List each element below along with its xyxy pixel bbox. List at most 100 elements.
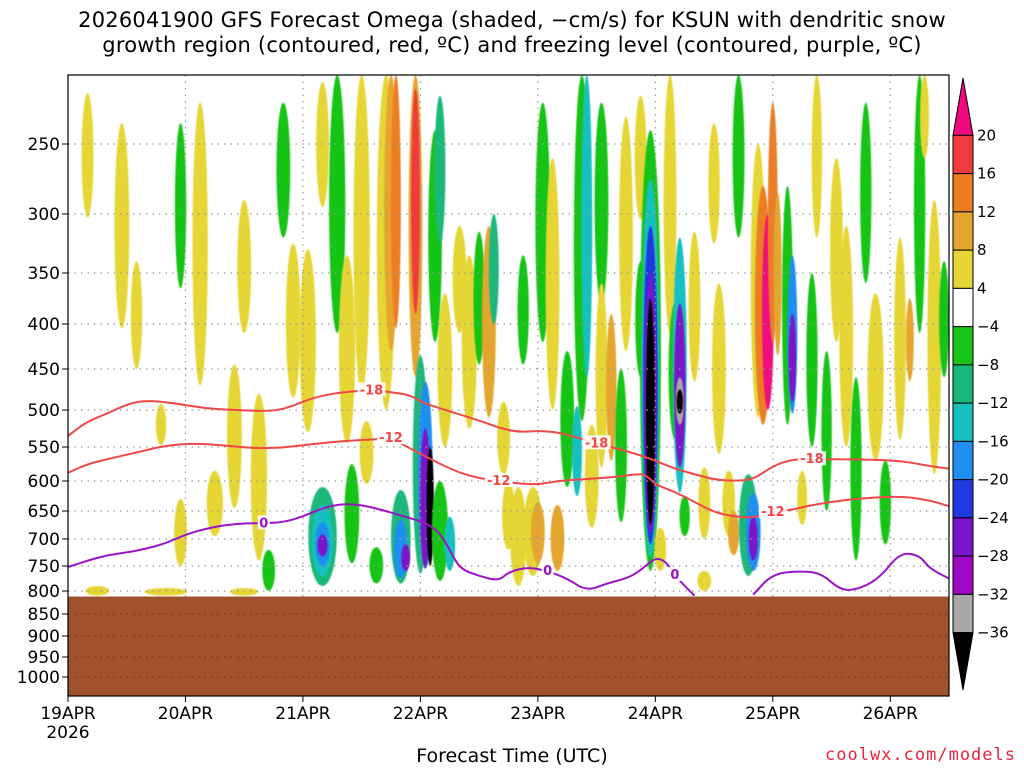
colorbar-label: −28: [977, 547, 1009, 565]
colorbar-segment: [952, 173, 974, 213]
y-tick-label: 950: [28, 648, 60, 668]
omega-cell: [237, 200, 252, 333]
contour-label: -18: [360, 383, 384, 398]
colorbar-segment: [952, 517, 974, 557]
colorbar-label: 16: [977, 165, 996, 183]
omega-cell: [839, 225, 854, 447]
ground-below-surface: [68, 596, 949, 696]
contour-label-bg: [377, 430, 406, 445]
omega-cell: [773, 193, 782, 356]
omega-cell: [830, 158, 843, 342]
colorbar-segment: [952, 440, 974, 481]
y-tick-label: 750: [28, 557, 60, 577]
contour-label: -18: [585, 436, 609, 451]
plot-frame: [67, 74, 950, 697]
omega-cell: [229, 588, 259, 596]
omega-cell: [329, 75, 346, 333]
omega-cell: [497, 401, 511, 475]
omega-cell: [155, 403, 167, 446]
colorbar-segment: [952, 402, 974, 442]
omega-cell: [317, 534, 328, 557]
x-tick-label: 26APR: [863, 704, 919, 724]
omega-cell: [679, 495, 690, 537]
colorbar-label: −32: [977, 585, 1009, 603]
omega-cell: [174, 499, 187, 566]
omega-cell: [850, 377, 862, 561]
y-tick-label: 900: [28, 627, 60, 647]
omega-cell: [581, 75, 593, 378]
omega-cell: [920, 75, 929, 158]
y-axis: 2503003504004505005506006507007508008509…: [17, 135, 68, 688]
contour-label-bg: [668, 567, 681, 581]
x-tick-label: 19APR: [40, 704, 96, 724]
omega-cell: [860, 102, 872, 284]
y-tick-label: 250: [28, 135, 60, 155]
omega-cell: [584, 424, 599, 528]
omega-cell: [517, 255, 529, 365]
contour-label: -12: [761, 505, 785, 520]
contour-label-bg: [257, 515, 270, 530]
contour-label: 0: [259, 516, 268, 531]
colorbar-label: 4: [977, 279, 987, 297]
omega-cell: [299, 249, 316, 433]
omega-cell: [488, 214, 499, 324]
y-tick-label: 800: [28, 582, 60, 602]
omega-cell: [338, 255, 356, 444]
x-tick-label: 20APR: [158, 704, 214, 724]
y-tick-label: 650: [28, 502, 60, 522]
colorbar-label: −24: [977, 509, 1009, 527]
contour-label: -12: [379, 431, 403, 446]
chart-title-line2: growth region (contoured, red, ºC) and f…: [102, 33, 922, 57]
omega-cell: [688, 231, 701, 382]
omega-cell: [572, 405, 582, 497]
omega-cell: [390, 75, 401, 329]
omega-cell: [615, 369, 627, 523]
omega-cell: [444, 516, 456, 571]
contour-label-bg: [758, 504, 787, 519]
omega-cell: [276, 102, 291, 238]
omega-cell: [905, 298, 914, 382]
omega-cell: [353, 75, 370, 394]
omega-cell: [698, 467, 711, 539]
colorbar-label: 20: [977, 126, 996, 144]
ground-fill: [68, 596, 949, 696]
contour-label-bg: [797, 451, 826, 466]
colorbar-arrow-top: [952, 77, 974, 136]
omega-cell: [645, 298, 655, 525]
contour-label: 0: [543, 564, 552, 579]
omega-cell: [437, 293, 453, 448]
x-tick-label: 25APR: [745, 704, 801, 724]
omega-cell: [411, 88, 420, 314]
omega-cell: [250, 393, 268, 561]
dgz-contour: [68, 437, 949, 519]
omega-cell: [434, 95, 446, 244]
colorbar-segment: [952, 364, 974, 404]
contour-label-bg: [484, 473, 513, 487]
omega-cell: [130, 261, 143, 369]
colorbar-arrow-bottom: [952, 632, 974, 691]
omega-cell: [545, 158, 560, 410]
credit-link[interactable]: coolwx.com/models: [825, 745, 1016, 765]
contour-label-bg: [582, 435, 611, 450]
colorbar-segment: [952, 326, 974, 366]
omega-cell: [560, 351, 575, 487]
y-tick-label: 1000: [17, 668, 60, 688]
colorbar-segment: [952, 134, 974, 175]
contour-lines: -18 -18 -18 -12 -12 -12 0 0 0: [68, 382, 949, 597]
contour-label: -12: [487, 474, 511, 489]
x-axis-label: Forecast Time (UTC): [416, 745, 608, 767]
freezing-level-contour: [68, 503, 696, 597]
colorbar: 20 16 12 8 4 −4 −8 −12 −16 −20 −24 −28 −32 −36: [952, 77, 1009, 691]
freezing-level-contour: [752, 552, 949, 596]
omega-cell: [431, 481, 449, 581]
omega-cell: [530, 502, 545, 564]
omega-cell: [797, 470, 808, 525]
contour-label-bg: [357, 382, 386, 397]
dgz-contour: [68, 389, 949, 482]
y-tick-label: 450: [28, 360, 60, 380]
y-tick-label: 400: [28, 315, 60, 335]
x-tick-label: 22APR: [393, 704, 449, 724]
omega-cell: [879, 460, 892, 545]
